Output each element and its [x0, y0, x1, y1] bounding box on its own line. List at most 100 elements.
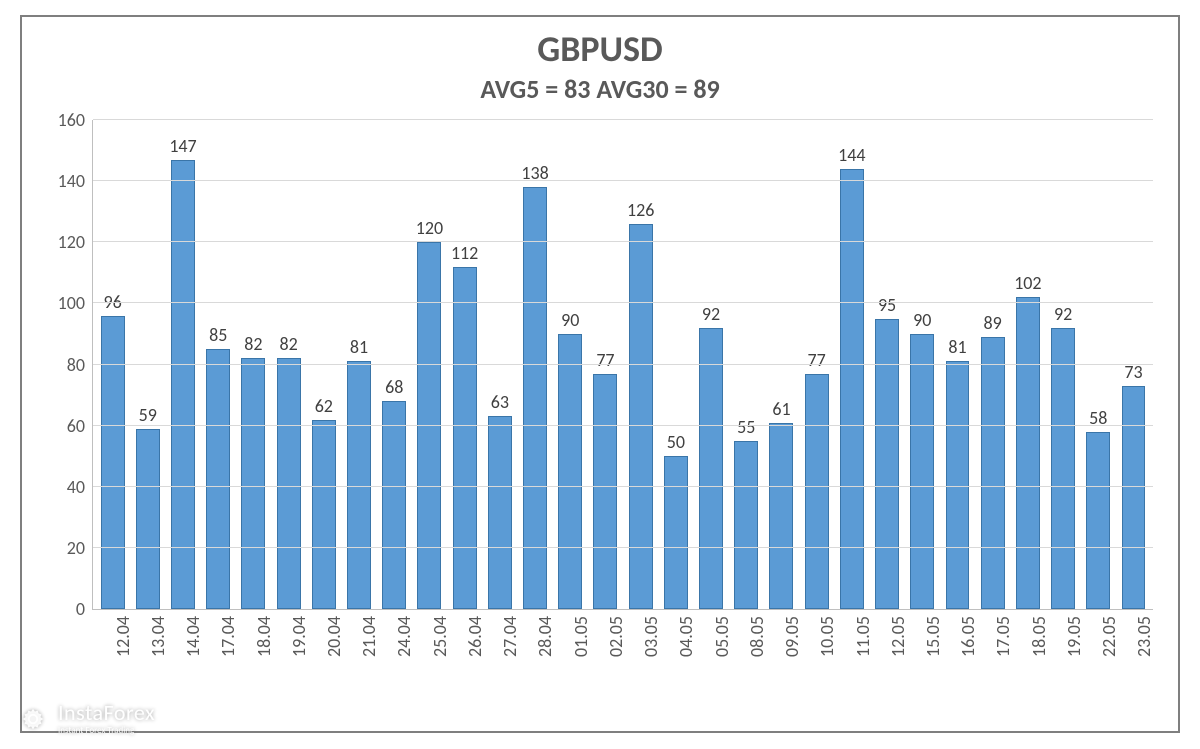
bar: 59 — [136, 429, 160, 609]
bar-slot: 85 — [201, 120, 236, 609]
x-label-slot: 23.05 — [1116, 610, 1151, 680]
x-label-slot: 12.05 — [869, 610, 904, 680]
bar-slot: 81 — [940, 120, 975, 609]
x-label-slot: 04.05 — [658, 610, 693, 680]
x-label-slot: 27.04 — [482, 610, 517, 680]
bar-value-label: 144 — [838, 144, 865, 166]
bar: 102 — [1016, 297, 1040, 609]
bar-slot: 90 — [905, 120, 940, 609]
bar-slot: 58 — [1081, 120, 1116, 609]
bar: 63 — [488, 416, 512, 609]
x-label-slot: 24.04 — [376, 610, 411, 680]
bar: 90 — [910, 334, 934, 609]
y-tick-label: 40 — [53, 476, 93, 498]
bar: 120 — [417, 242, 441, 609]
chart-frame: GBPUSD AVG5 = 83 AVG30 = 89 965914785828… — [20, 15, 1180, 733]
bar: 73 — [1122, 386, 1146, 609]
bar-value-label: 89 — [984, 312, 1002, 334]
bar-slot: 50 — [658, 120, 693, 609]
y-tick-label: 140 — [53, 170, 93, 192]
bar-slot: 81 — [341, 120, 376, 609]
bar: 147 — [171, 160, 195, 609]
x-label-slot: 11.05 — [834, 610, 869, 680]
brand-name: InstaForex — [58, 702, 155, 724]
bar: 82 — [241, 358, 265, 609]
bar-value-label: 120 — [416, 217, 443, 239]
bar: 126 — [629, 224, 653, 609]
gridline — [93, 302, 1153, 303]
bar: 144 — [840, 169, 864, 609]
bar-value-label: 68 — [385, 376, 403, 398]
x-axis-labels: 12.0413.0414.0417.0418.0419.0420.0421.04… — [92, 610, 1153, 680]
bar-slot: 126 — [623, 120, 658, 609]
y-tick-label: 160 — [53, 109, 93, 131]
bar-slot: 92 — [1045, 120, 1080, 609]
bar-slot: 55 — [729, 120, 764, 609]
bar-slot: 120 — [412, 120, 447, 609]
bar: 55 — [734, 441, 758, 609]
bar-value-label: 92 — [1054, 303, 1072, 325]
chart-title: GBPUSD — [37, 27, 1163, 71]
x-label-slot: 18.04 — [235, 610, 270, 680]
gridline — [93, 547, 1153, 548]
x-label-slot: 13.04 — [129, 610, 164, 680]
brand-tagline: Instant Forex Trading — [58, 726, 155, 735]
gridline — [93, 425, 1153, 426]
bar: 96 — [101, 316, 125, 609]
bar-value-label: 90 — [913, 309, 931, 331]
bar-value-label: 95 — [878, 294, 896, 316]
x-label-slot: 02.05 — [587, 610, 622, 680]
bar-value-label: 55 — [737, 416, 755, 438]
bar-slot: 59 — [130, 120, 165, 609]
bar: 85 — [206, 349, 230, 609]
bar: 68 — [382, 401, 406, 609]
bar: 89 — [981, 337, 1005, 609]
bar-value-label: 50 — [667, 431, 685, 453]
bar: 138 — [523, 187, 547, 609]
bar: 92 — [1051, 328, 1075, 609]
bar: 90 — [558, 334, 582, 609]
bar-slot: 112 — [447, 120, 482, 609]
bar-value-label: 85 — [209, 324, 227, 346]
bar-slot: 144 — [834, 120, 869, 609]
y-tick-label: 120 — [53, 231, 93, 253]
bar: 50 — [664, 456, 688, 609]
plot-wrap: 9659147858282628168120112631389077126509… — [92, 120, 1153, 680]
bar-slot: 89 — [975, 120, 1010, 609]
bar: 61 — [769, 423, 793, 609]
y-tick-label: 80 — [53, 354, 93, 376]
x-label-slot: 05.05 — [693, 610, 728, 680]
x-label-slot: 03.05 — [623, 610, 658, 680]
x-label-slot: 09.05 — [763, 610, 798, 680]
gridline — [93, 486, 1153, 487]
bar-value-label: 81 — [350, 336, 368, 358]
y-tick-label: 0 — [53, 598, 93, 620]
bar-slot: 73 — [1116, 120, 1151, 609]
bar-slot: 61 — [764, 120, 799, 609]
gridline — [93, 241, 1153, 242]
gridline — [93, 364, 1153, 365]
bar-slot: 147 — [165, 120, 200, 609]
x-label-slot: 25.04 — [411, 610, 446, 680]
bar-slot: 68 — [377, 120, 412, 609]
bar-value-label: 77 — [596, 349, 614, 371]
bar-slot: 77 — [799, 120, 834, 609]
x-label-slot: 17.05 — [975, 610, 1010, 680]
x-tick-label: 23.05 — [1133, 616, 1155, 657]
bar-slot: 102 — [1010, 120, 1045, 609]
bar: 112 — [453, 267, 477, 609]
bar: 92 — [699, 328, 723, 609]
bar-value-label: 77 — [808, 349, 826, 371]
bar: 82 — [277, 358, 301, 609]
y-tick-label: 20 — [53, 537, 93, 559]
bar-slot: 82 — [236, 120, 271, 609]
bar-slot: 62 — [306, 120, 341, 609]
bar-value-label: 102 — [1014, 272, 1041, 294]
bar-value-label: 112 — [451, 242, 478, 264]
x-label-slot: 19.04 — [270, 610, 305, 680]
bar-value-label: 81 — [948, 336, 966, 358]
bar: 77 — [593, 374, 617, 609]
bar-value-label: 82 — [244, 333, 262, 355]
watermark: InstaForex Instant Forex Trading — [18, 702, 155, 735]
bar-slot: 63 — [482, 120, 517, 609]
